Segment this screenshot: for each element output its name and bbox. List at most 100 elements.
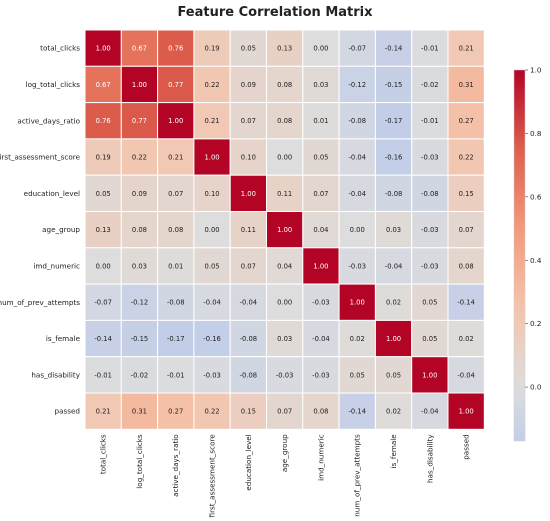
heatmap-cell <box>193 138 231 176</box>
cell-value-label: 0.05 <box>241 45 256 53</box>
heatmap-cell <box>157 319 195 358</box>
cell-value-label: -0.14 <box>348 408 366 416</box>
column-tick-label: total_clicks <box>99 434 108 474</box>
heatmap-cell <box>302 283 340 321</box>
cell-value-label: 0.08 <box>277 117 292 125</box>
heatmap-cell <box>120 174 159 212</box>
cell-value-label: 0.27 <box>459 117 474 125</box>
row-tick-label: education_level <box>24 189 80 198</box>
column-tick-label: is_female <box>389 434 398 469</box>
cell-value-label: -0.17 <box>167 335 185 343</box>
cell-value-label: 0.10 <box>204 190 219 198</box>
cell-value-label: 0.02 <box>350 335 365 343</box>
cell-value-label: -0.02 <box>131 371 149 379</box>
heatmap-cells: 1.00 0.67 0.76 0.19 0.05 0.13 0.00 -0.07 -0.14 -0… <box>84 29 485 430</box>
heatmap-cell <box>411 247 449 285</box>
heatmap-cell <box>374 392 413 430</box>
cell-value-label: -0.08 <box>385 190 403 198</box>
cell-value-label: 0.07 <box>277 408 292 416</box>
heatmap-cell <box>157 356 195 394</box>
colorbar-tick-label: 1.0 <box>530 66 542 75</box>
cell-value-label: -0.04 <box>421 408 439 416</box>
cell-value-label: 0.07 <box>459 226 474 234</box>
heatmap-cell <box>338 29 376 67</box>
heatmap-cell <box>411 392 449 430</box>
cell-value-label: -0.15 <box>385 81 403 89</box>
heatmap-cell <box>302 319 340 358</box>
cell-value-label: -0.01 <box>167 371 185 379</box>
cell-value-label: 0.22 <box>204 81 219 89</box>
cell-value-label: -0.12 <box>348 81 366 89</box>
heatmap-cell <box>302 174 340 212</box>
cell-value-label: -0.07 <box>348 45 366 53</box>
cell-value-label: -0.03 <box>421 262 439 270</box>
colorbar-tick-label: 0.6 <box>530 192 542 201</box>
cell-value-label: 0.00 <box>96 262 111 270</box>
cell-value-label: -0.16 <box>203 335 221 343</box>
heatmap-cell <box>157 65 195 104</box>
cell-value-label: 0.21 <box>204 117 219 125</box>
row-tick-label: num_of_prev_attempts <box>0 298 80 307</box>
cell-value-label: 1.00 <box>459 408 474 416</box>
heatmap-cell <box>338 283 376 321</box>
cell-value-label: 0.19 <box>96 153 111 161</box>
cell-value-label: 0.07 <box>241 262 256 270</box>
row-labels: total_clicks log_total_clicks active_days_… <box>0 44 81 416</box>
cell-value-label: -0.04 <box>385 262 403 270</box>
cell-value-label: 0.08 <box>313 408 328 416</box>
cell-value-label: 0.02 <box>386 299 401 307</box>
heatmap-cell <box>266 392 304 430</box>
heatmap-cell <box>193 356 231 394</box>
cell-value-label: 1.00 <box>350 299 365 307</box>
heatmap-cell <box>266 29 304 67</box>
cell-value-label: 0.22 <box>459 153 474 161</box>
heatmap-cell <box>302 102 340 140</box>
cell-value-label: 0.21 <box>168 153 183 161</box>
colorbar-tick-label: 0.2 <box>530 319 541 328</box>
cell-value-label: 0.07 <box>168 190 183 198</box>
row-tick-label: is_female <box>46 334 81 343</box>
cell-value-label: 0.03 <box>277 335 292 343</box>
cell-value-label: 0.76 <box>96 117 111 125</box>
cell-value-label: -0.04 <box>457 371 475 379</box>
column-tick-label: education_level <box>244 434 253 490</box>
column-tick-label: age_group <box>280 434 289 472</box>
heatmap-cell <box>374 319 413 358</box>
cell-value-label: 0.05 <box>422 335 437 343</box>
heatmap-cell <box>266 174 304 212</box>
cell-value-label: 0.22 <box>204 408 219 416</box>
heatmap-cell <box>157 138 195 176</box>
cell-value-label: 1.00 <box>204 153 219 161</box>
cell-value-label: 0.31 <box>132 408 147 416</box>
cell-value-label: -0.07 <box>94 299 112 307</box>
cell-value-label: 0.76 <box>168 45 183 53</box>
heatmap-cell <box>338 392 376 430</box>
cell-value-label: -0.04 <box>240 299 258 307</box>
heatmap-cell <box>84 283 122 321</box>
column-tick-label: num_of_prev_attempts <box>353 434 362 517</box>
cell-value-label: 0.13 <box>96 226 111 234</box>
cell-value-label: 0.08 <box>459 262 474 270</box>
chart-title: Feature Correlation Matrix <box>177 5 373 20</box>
heatmap-cell <box>193 174 231 212</box>
cell-value-label: 1.00 <box>386 335 401 343</box>
heatmap-cell <box>374 102 413 140</box>
cell-value-label: 0.01 <box>313 117 328 125</box>
heatmap-cell <box>266 65 304 104</box>
heatmap-cell <box>447 356 485 394</box>
cell-value-label: 0.04 <box>277 262 292 270</box>
cell-value-label: -0.01 <box>94 371 112 379</box>
cell-value-label: 0.67 <box>132 45 147 53</box>
heatmap-cell <box>447 392 485 430</box>
column-tick-label: first_assessment_score <box>208 434 217 518</box>
heatmap-cell <box>84 247 122 285</box>
row-tick-label: active_days_ratio <box>17 116 80 125</box>
heatmap-cell <box>193 247 231 285</box>
heatmap-cell <box>374 174 413 212</box>
heatmap-cell <box>120 29 159 67</box>
heatmap-cell <box>193 211 231 249</box>
cell-value-label: -0.03 <box>312 299 330 307</box>
column-tick-label: passed <box>462 434 471 459</box>
heatmap-cell <box>411 319 449 358</box>
cell-value-label: -0.02 <box>421 81 439 89</box>
